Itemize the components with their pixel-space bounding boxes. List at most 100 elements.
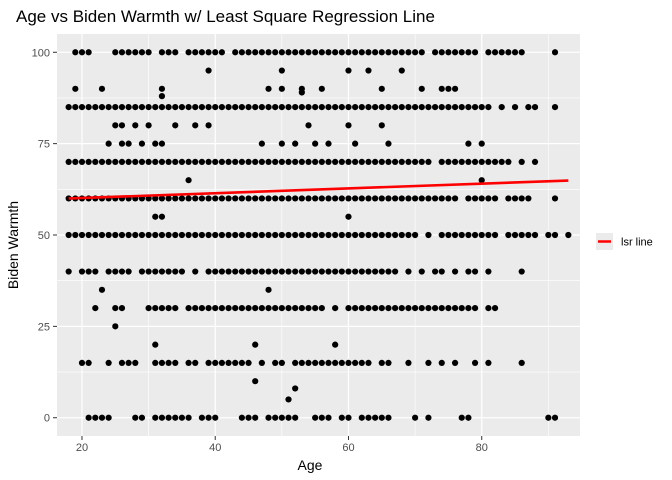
data-point bbox=[305, 231, 312, 239]
data-point bbox=[238, 268, 245, 275]
data-point bbox=[198, 49, 206, 56]
data-point bbox=[318, 359, 325, 367]
data-point bbox=[278, 359, 285, 367]
data-point bbox=[545, 231, 552, 239]
data-point bbox=[172, 49, 179, 56]
data-point bbox=[345, 103, 352, 111]
data-point bbox=[465, 140, 472, 147]
data-point bbox=[298, 103, 305, 111]
data-point bbox=[158, 231, 166, 239]
data-point bbox=[105, 359, 112, 367]
data-point bbox=[85, 414, 92, 421]
data-point bbox=[298, 231, 305, 239]
data-point bbox=[378, 85, 385, 92]
data-point bbox=[392, 195, 399, 202]
data-point bbox=[212, 158, 219, 166]
data-point bbox=[172, 231, 179, 239]
data-point bbox=[418, 304, 425, 312]
data-point bbox=[332, 231, 339, 239]
data-point bbox=[325, 359, 332, 367]
data-point bbox=[325, 268, 332, 275]
data-point bbox=[465, 49, 472, 56]
data-point bbox=[458, 158, 465, 166]
data-point bbox=[471, 195, 479, 202]
data-point bbox=[485, 304, 492, 312]
data-point bbox=[178, 158, 186, 166]
data-point bbox=[518, 195, 525, 202]
data-point bbox=[105, 231, 112, 239]
x-tick-label: 80 bbox=[476, 442, 488, 454]
data-point bbox=[332, 103, 339, 111]
data-point bbox=[518, 49, 525, 56]
data-point bbox=[392, 268, 399, 275]
data-point bbox=[218, 231, 225, 239]
data-point bbox=[298, 268, 305, 275]
data-point bbox=[312, 103, 319, 111]
data-point bbox=[385, 103, 392, 111]
data-point bbox=[145, 304, 152, 312]
data-point bbox=[292, 103, 299, 111]
data-point bbox=[112, 158, 119, 166]
data-point bbox=[125, 158, 132, 166]
data-point bbox=[405, 158, 412, 166]
data-point bbox=[152, 268, 159, 275]
data-point bbox=[252, 49, 259, 56]
data-point bbox=[78, 103, 86, 111]
data-point bbox=[485, 103, 492, 111]
data-point bbox=[78, 231, 86, 239]
data-point bbox=[245, 103, 252, 111]
data-point bbox=[312, 359, 319, 367]
data-point bbox=[245, 49, 252, 56]
data-point bbox=[425, 158, 432, 166]
data-point bbox=[305, 158, 312, 166]
data-point bbox=[98, 103, 106, 111]
data-point bbox=[92, 304, 99, 312]
data-point bbox=[225, 195, 232, 202]
data-point bbox=[345, 213, 352, 220]
data-point bbox=[438, 158, 445, 166]
legend: lsr line bbox=[596, 233, 653, 250]
data-point bbox=[258, 359, 265, 367]
data-point bbox=[205, 304, 212, 312]
data-point bbox=[412, 231, 419, 239]
data-point bbox=[345, 122, 352, 129]
data-point bbox=[345, 49, 352, 56]
data-point bbox=[238, 304, 245, 312]
data-point bbox=[198, 414, 206, 421]
data-point bbox=[471, 268, 479, 275]
data-point bbox=[418, 49, 425, 56]
data-point bbox=[498, 103, 505, 111]
data-point bbox=[365, 304, 372, 312]
data-point bbox=[445, 231, 452, 239]
data-point bbox=[345, 67, 352, 74]
data-point bbox=[232, 359, 239, 367]
data-point bbox=[332, 195, 339, 202]
data-point bbox=[298, 158, 305, 166]
data-point bbox=[398, 158, 405, 166]
data-point bbox=[192, 195, 199, 202]
data-point bbox=[185, 195, 192, 202]
data-point bbox=[205, 414, 212, 421]
data-point bbox=[445, 195, 452, 202]
data-point bbox=[258, 268, 265, 275]
data-point bbox=[138, 140, 146, 147]
data-point bbox=[172, 414, 179, 421]
data-point bbox=[265, 231, 272, 239]
data-point bbox=[525, 231, 532, 239]
data-point bbox=[192, 268, 199, 275]
data-point bbox=[152, 414, 159, 421]
data-point bbox=[378, 122, 385, 129]
data-point bbox=[478, 177, 485, 184]
data-point bbox=[345, 195, 352, 202]
data-point bbox=[458, 414, 465, 421]
data-point bbox=[158, 304, 166, 312]
data-point bbox=[445, 304, 452, 312]
lsr-line bbox=[68, 179, 569, 200]
data-point bbox=[385, 359, 392, 367]
data-point bbox=[458, 304, 465, 312]
data-point bbox=[145, 231, 152, 239]
data-point bbox=[238, 49, 245, 56]
data-point bbox=[332, 158, 339, 166]
data-point bbox=[78, 158, 86, 166]
data-point bbox=[405, 304, 412, 312]
